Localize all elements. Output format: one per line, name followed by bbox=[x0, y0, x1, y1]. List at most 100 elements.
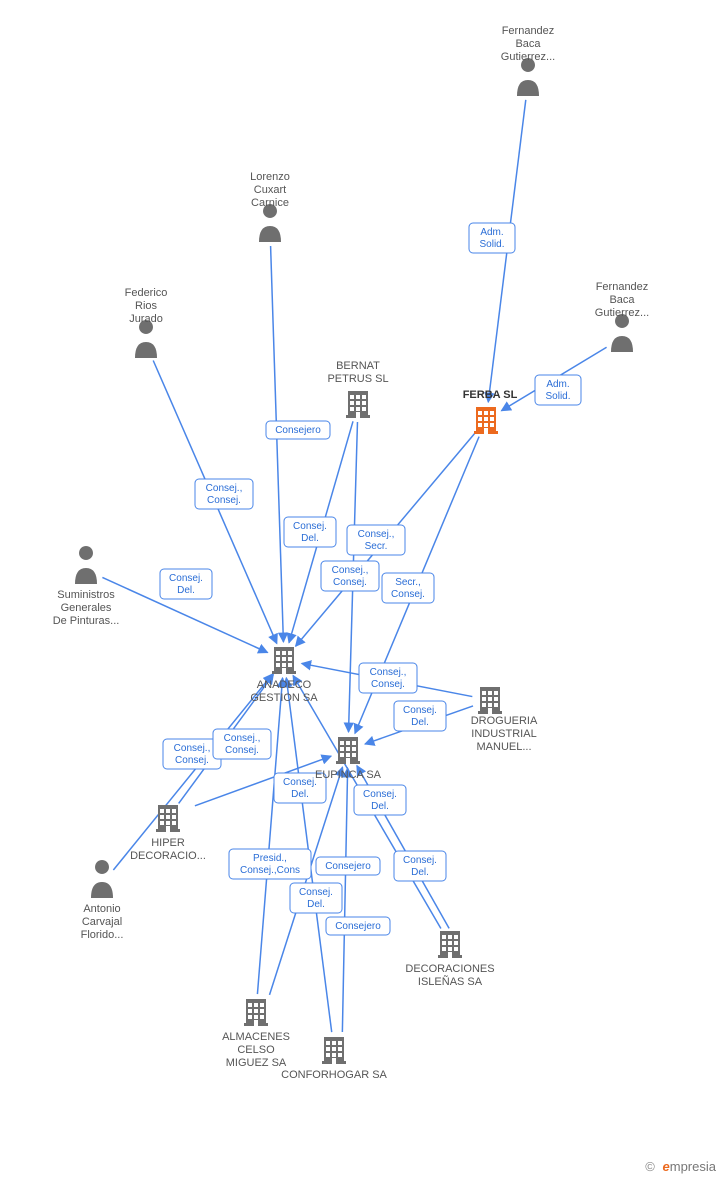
node-decoraciones[interactable]: DECORACIONESISLEÑAS SA bbox=[405, 931, 494, 988]
node-label-line: ALMACENES bbox=[222, 1031, 290, 1043]
edge-label: Consej.,Secr. bbox=[347, 525, 405, 555]
edge bbox=[113, 674, 272, 870]
node-label-line: DECORACIO... bbox=[130, 850, 206, 862]
person-icon bbox=[259, 204, 281, 242]
svg-text:Del.: Del. bbox=[177, 585, 195, 596]
person-icon bbox=[75, 546, 97, 584]
svg-text:Presid.,: Presid., bbox=[253, 853, 287, 864]
edge-label: Consejero bbox=[316, 857, 380, 875]
node-label-line: Cuxart bbox=[254, 184, 286, 196]
edge-label: Consej.Del. bbox=[160, 569, 212, 599]
edge-labels-layer: Adm.Solid.Adm.Solid.ConsejeroConsej.,Con… bbox=[160, 223, 581, 935]
node-fbg2[interactable]: FernandezBacaGutierrez... bbox=[595, 281, 649, 352]
node-lorenzo[interactable]: LorenzoCuxartCarnice bbox=[250, 171, 290, 242]
node-bernat[interactable]: BERNATPETRUS SL bbox=[327, 360, 388, 418]
svg-text:Consej.,: Consej., bbox=[206, 483, 243, 494]
node-label-line: Jurado bbox=[129, 313, 163, 325]
svg-text:Consej.: Consej. bbox=[391, 589, 425, 600]
node-label-line: Baca bbox=[515, 38, 541, 50]
node-label-line: Generales bbox=[61, 602, 112, 614]
svg-text:Consej.,: Consej., bbox=[224, 733, 261, 744]
node-label-line: PETRUS SL bbox=[327, 373, 388, 385]
svg-text:Adm.: Adm. bbox=[546, 379, 569, 390]
svg-text:Secr.: Secr. bbox=[365, 541, 388, 552]
svg-text:Consejero: Consejero bbox=[335, 921, 381, 932]
svg-text:Consej.: Consej. bbox=[371, 679, 405, 690]
node-label-line: Carvajal bbox=[82, 916, 122, 928]
edge-label: Consej.,Consej. bbox=[321, 561, 379, 591]
svg-text:Consejero: Consejero bbox=[275, 425, 321, 436]
svg-text:Consej.,: Consej., bbox=[332, 565, 369, 576]
node-label-line: Gutierrez... bbox=[501, 51, 555, 63]
brand-logo-e: e bbox=[663, 1159, 670, 1174]
edge bbox=[257, 678, 282, 994]
node-anadeco[interactable]: ANADECOGESTION SA bbox=[250, 647, 318, 704]
svg-text:Consej.: Consej. bbox=[175, 755, 209, 766]
svg-text:Consej.,: Consej., bbox=[370, 667, 407, 678]
edge-label: Secr.,Consej. bbox=[382, 573, 434, 603]
node-label-line: Suministros bbox=[57, 589, 115, 601]
node-label-line: BERNAT bbox=[336, 360, 380, 372]
node-antonio[interactable]: AntonioCarvajalFlorido... bbox=[81, 860, 124, 941]
edge bbox=[342, 768, 347, 1032]
node-label-line: HIPER bbox=[151, 837, 185, 849]
svg-text:Consej.: Consej. bbox=[403, 705, 437, 716]
node-label-line: DROGUERIA bbox=[471, 715, 538, 727]
edge-label: Consej.Del. bbox=[354, 785, 406, 815]
svg-text:Del.: Del. bbox=[411, 867, 429, 878]
svg-text:Consejero: Consejero bbox=[325, 861, 371, 872]
svg-text:Del.: Del. bbox=[291, 789, 309, 800]
node-drogueria[interactable]: DROGUERIAINDUSTRIALMANUEL... bbox=[471, 687, 538, 753]
copyright-symbol: © bbox=[645, 1159, 655, 1174]
node-label-line: CONFORHOGAR SA bbox=[281, 1069, 387, 1081]
svg-text:Consej.: Consej. bbox=[403, 855, 437, 866]
node-label-line: ANADECO bbox=[257, 679, 312, 691]
node-label-line: CELSO bbox=[237, 1044, 275, 1056]
edge-label: Presid.,Consej.,Cons bbox=[229, 849, 311, 879]
node-label-line: EUPINCA SA bbox=[315, 769, 382, 781]
person-icon bbox=[91, 860, 113, 898]
node-label-line: GESTION SA bbox=[250, 692, 318, 704]
edge-label: Consej.Del. bbox=[290, 883, 342, 913]
node-label-line: Federico bbox=[125, 287, 168, 299]
node-ferba[interactable]: FERBA SL bbox=[463, 389, 518, 434]
brand-logo-rest: mpresia bbox=[670, 1159, 716, 1174]
svg-text:Solid.: Solid. bbox=[479, 239, 504, 250]
svg-text:Del.: Del. bbox=[307, 899, 325, 910]
node-label-line: Antonio bbox=[83, 903, 120, 915]
node-suministros[interactable]: SuministrosGeneralesDe Pinturas... bbox=[53, 546, 120, 627]
node-conforhogar[interactable]: CONFORHOGAR SA bbox=[281, 1037, 387, 1081]
svg-text:Consej.: Consej. bbox=[333, 577, 367, 588]
node-label-line: DECORACIONES bbox=[405, 963, 494, 975]
edge-label: Consej.,Consej. bbox=[359, 663, 417, 693]
node-hiper[interactable]: HIPERDECORACIO... bbox=[130, 805, 206, 862]
edge-label: Consej.Del. bbox=[394, 701, 446, 731]
edge-label: Consej.,Consej. bbox=[195, 479, 253, 509]
svg-text:Secr.,: Secr., bbox=[395, 577, 421, 588]
edge-label: Consej.,Consej. bbox=[213, 729, 271, 759]
node-label-line: Carnice bbox=[251, 197, 289, 209]
svg-text:Consej.: Consej. bbox=[169, 573, 203, 584]
svg-text:Consej.: Consej. bbox=[363, 789, 397, 800]
edge-label: Consej.,Consej. bbox=[163, 739, 221, 769]
node-almacenes[interactable]: ALMACENESCELSOMIGUEZ SA bbox=[222, 999, 290, 1069]
node-label-line: Lorenzo bbox=[250, 171, 290, 183]
person-icon bbox=[517, 58, 539, 96]
node-federico[interactable]: FedericoRiosJurado bbox=[125, 287, 168, 358]
node-label-line: Rios bbox=[135, 300, 158, 312]
svg-text:Consej.,: Consej., bbox=[174, 743, 211, 754]
node-label-line: MANUEL... bbox=[476, 741, 531, 753]
node-label-line: FERBA SL bbox=[463, 389, 518, 401]
edge-label: Adm.Solid. bbox=[535, 375, 581, 405]
person-icon bbox=[135, 320, 157, 358]
node-label-line: Gutierrez... bbox=[595, 307, 649, 319]
edge-label: Consejero bbox=[326, 917, 390, 935]
svg-text:Consej.,Cons: Consej.,Cons bbox=[240, 865, 300, 876]
edge-label: Adm.Solid. bbox=[469, 223, 515, 253]
network-diagram: Adm.Solid.Adm.Solid.ConsejeroConsej.,Con… bbox=[0, 0, 728, 1180]
node-label-line: Baca bbox=[609, 294, 635, 306]
edge bbox=[271, 246, 284, 642]
svg-text:Consej.: Consej. bbox=[283, 777, 317, 788]
footer: © empresia bbox=[645, 1159, 716, 1174]
node-fbg1[interactable]: FernandezBacaGutierrez... bbox=[501, 25, 555, 96]
